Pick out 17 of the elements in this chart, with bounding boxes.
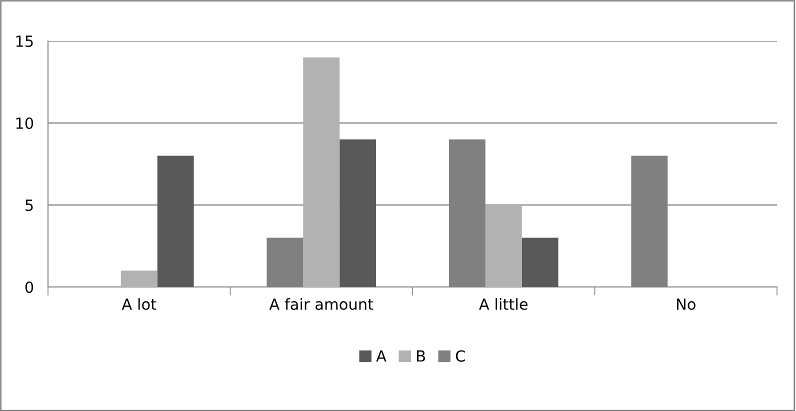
x-tick-label: No [676,298,696,310]
bar [157,156,194,287]
bar [303,57,340,287]
y-tick-label: 5 [26,200,33,212]
bar [120,270,158,287]
legend-label: C [456,350,465,362]
bar [522,238,558,287]
y-tick-label: 10 [16,117,34,130]
legend-label: A [376,350,386,362]
x-tick-label: A fair amount [269,298,374,310]
bar [485,205,522,287]
x-tick-label: A lot [122,298,156,310]
y-tick-label: 15 [16,36,33,48]
bar [340,139,376,287]
x-tick-label: A little [479,298,528,310]
y-tick-label: 0 [25,281,34,294]
legend-label: B [417,350,425,362]
